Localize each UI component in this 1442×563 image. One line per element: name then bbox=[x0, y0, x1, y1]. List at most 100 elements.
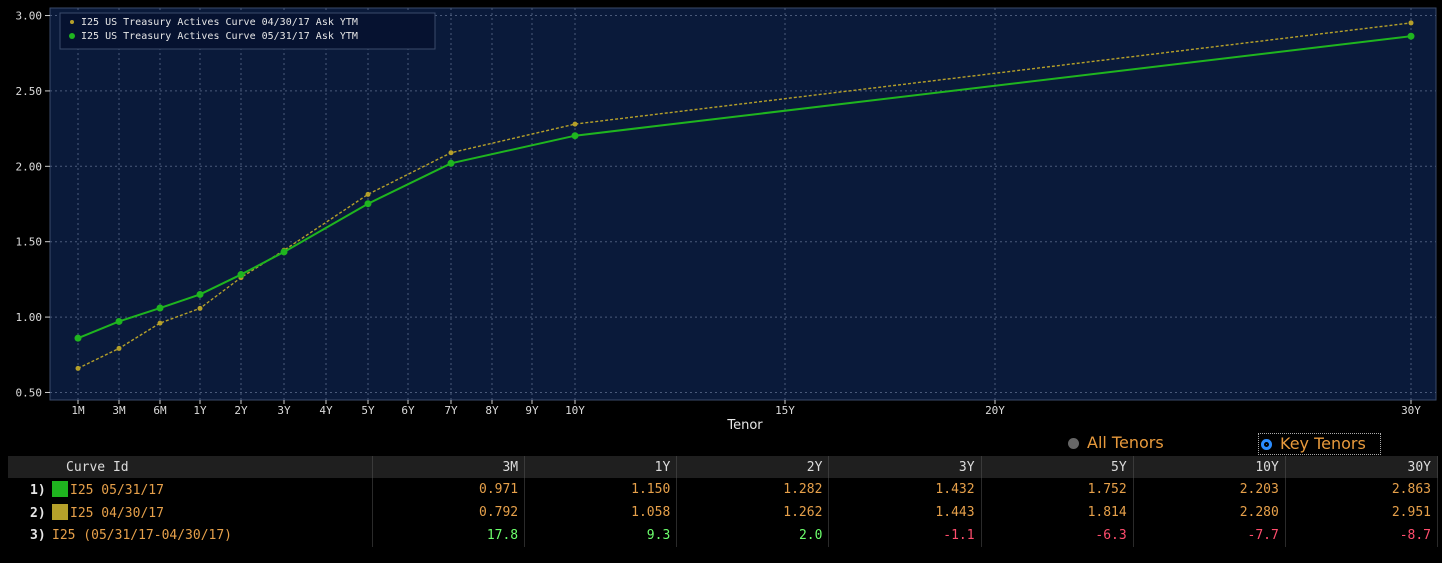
data-point bbox=[237, 271, 245, 279]
data-point bbox=[74, 334, 82, 342]
series-line bbox=[77, 22, 1412, 369]
column-header[interactable]: 5Y bbox=[981, 456, 1134, 478]
value-cell: 2.203 bbox=[1133, 478, 1286, 501]
x-tick-label: 9Y bbox=[525, 404, 539, 417]
table-row[interactable]: 2) I25 04/30/17 0.792 1.058 1.262 1.443 1.814 2… bbox=[8, 501, 1439, 524]
data-point bbox=[280, 248, 288, 256]
x-tick-label: 3M bbox=[112, 404, 126, 417]
key-tenors-option[interactable]: Key Tenors bbox=[1258, 433, 1381, 455]
legend-entry: I25 US Treasury Actives Curve 04/30/17 A… bbox=[81, 17, 358, 28]
value-cell: -6.3 bbox=[981, 524, 1134, 547]
x-tick-label: 1Y bbox=[193, 404, 207, 417]
y-tick-label: 2.50 bbox=[16, 85, 43, 98]
data-point bbox=[115, 317, 123, 325]
value-cell: -8.7 bbox=[1285, 524, 1439, 547]
curve-id-cell: 3) I25 (05/31/17-04/30/17) bbox=[8, 524, 373, 547]
x-tick-label: 4Y bbox=[319, 404, 333, 417]
data-point bbox=[156, 304, 164, 312]
data-point bbox=[448, 150, 454, 156]
table-row[interactable]: 3) I25 (05/31/17-04/30/17) 17.8 9.3 2.0 -1.1-… bbox=[8, 524, 1439, 547]
value-cell: 2.280 bbox=[1133, 501, 1286, 524]
value-cell: 1.262 bbox=[676, 501, 830, 524]
curve-label: I25 05/31/17 bbox=[70, 483, 164, 498]
data-point bbox=[1408, 20, 1414, 26]
curve-id-cell: 1) I25 05/31/17 bbox=[8, 478, 373, 501]
data-point bbox=[571, 132, 579, 140]
value-cell: 17.8 bbox=[372, 524, 526, 547]
value-cell: 1.282 bbox=[676, 478, 830, 501]
series-color-swatch bbox=[52, 481, 68, 497]
column-header[interactable]: 2Y bbox=[676, 456, 830, 478]
legend-marker bbox=[70, 20, 74, 24]
legend-marker bbox=[69, 33, 75, 39]
x-axis-title: Tenor bbox=[726, 418, 763, 433]
data-point bbox=[365, 191, 371, 197]
value-cell: 2.951 bbox=[1285, 501, 1439, 524]
column-header[interactable]: Curve Id bbox=[8, 456, 373, 478]
data-point bbox=[364, 200, 372, 208]
data-point bbox=[75, 365, 81, 371]
table-row[interactable]: 1) I25 05/31/17 0.971 1.150 1.282 1.432 1.752 2… bbox=[8, 478, 1439, 501]
column-header[interactable]: 10Y bbox=[1133, 456, 1286, 478]
value-cell: -1.1 bbox=[828, 524, 982, 547]
chart-svg: 3.00 2.50 2.00 1.50 1.00 0.50 1M 3M 6M 1Y 2Y 3Y 4Y 5Y… bbox=[16, 7, 1437, 433]
column-header[interactable]: 3Y bbox=[828, 456, 982, 478]
all-tenors-option[interactable]: All Tenors bbox=[1068, 433, 1164, 453]
x-tick-label: 7Y bbox=[444, 404, 458, 417]
value-cell: 1.443 bbox=[828, 501, 982, 524]
value-cell: 1.752 bbox=[981, 478, 1134, 501]
x-tick-label: 6Y bbox=[401, 404, 415, 417]
value-cell: 1.814 bbox=[981, 501, 1134, 524]
row-number: 3) bbox=[30, 528, 46, 543]
data-point bbox=[197, 305, 203, 311]
column-header[interactable]: 1Y bbox=[524, 456, 678, 478]
series-color-swatch bbox=[52, 504, 68, 520]
all-tenors-label: All Tenors bbox=[1087, 433, 1164, 452]
y-tick-label: 0.50 bbox=[16, 386, 43, 399]
value-cell: 1.432 bbox=[828, 478, 982, 501]
x-tick-label: 5Y bbox=[361, 404, 375, 417]
data-point bbox=[1407, 32, 1415, 40]
x-tick-label: 2Y bbox=[234, 404, 248, 417]
x-tick-label: 10Y bbox=[565, 404, 585, 417]
legend-box bbox=[59, 12, 436, 50]
x-tick-label: 20Y bbox=[985, 404, 1005, 417]
data-point bbox=[572, 121, 578, 127]
y-tick-label: 3.00 bbox=[16, 10, 43, 23]
plot-area bbox=[49, 7, 1437, 401]
y-tick-label: 1.00 bbox=[16, 311, 43, 324]
value-cell: -7.7 bbox=[1133, 524, 1286, 547]
curve-id-cell: 2) I25 04/30/17 bbox=[8, 501, 373, 524]
x-tick-label: 1M bbox=[71, 404, 85, 417]
yield-curve-chart: 3.00 2.50 2.00 1.50 1.00 0.50 1M 3M 6M 1Y 2Y 3Y 4Y 5Y… bbox=[15, 7, 1437, 433]
data-point bbox=[196, 290, 204, 298]
value-cell: 0.792 bbox=[372, 501, 526, 524]
data-point bbox=[157, 320, 163, 326]
series-line bbox=[77, 35, 1412, 340]
value-cell: 1.150 bbox=[524, 478, 678, 501]
tenor-toggle: All Tenors Key Tenors bbox=[0, 433, 1442, 455]
legend-entry: I25 US Treasury Actives Curve 05/31/17 A… bbox=[81, 31, 358, 42]
y-tick-label: 1.50 bbox=[16, 236, 43, 249]
y-tick-label: 2.00 bbox=[16, 160, 43, 173]
curve-table: Curve Id 3M 1Y 2Y 3Y 5Y 10Y 30Y 1) I25 05… bbox=[8, 456, 1439, 547]
value-cell: 2.0 bbox=[676, 524, 830, 547]
x-tick-label: 3Y bbox=[277, 404, 291, 417]
value-cell: 1.058 bbox=[524, 501, 678, 524]
x-tick-label: 30Y bbox=[1401, 404, 1421, 417]
key-tenors-label: Key Tenors bbox=[1280, 434, 1366, 453]
radio-on-icon bbox=[1261, 439, 1272, 450]
data-point bbox=[116, 345, 122, 351]
row-number: 1) bbox=[30, 483, 46, 498]
x-tick-label: 15Y bbox=[775, 404, 795, 417]
value-cell: 2.863 bbox=[1285, 478, 1439, 501]
value-cell: 9.3 bbox=[524, 524, 678, 547]
value-cell: 0.971 bbox=[372, 478, 526, 501]
row-number: 2) bbox=[30, 506, 46, 521]
curve-label: I25 04/30/17 bbox=[70, 506, 164, 521]
x-tick-label: 6M bbox=[153, 404, 167, 417]
column-header[interactable]: 3M bbox=[372, 456, 526, 478]
radio-off-icon bbox=[1068, 438, 1079, 449]
column-header[interactable]: 30Y bbox=[1285, 456, 1439, 478]
data-point bbox=[447, 159, 455, 167]
